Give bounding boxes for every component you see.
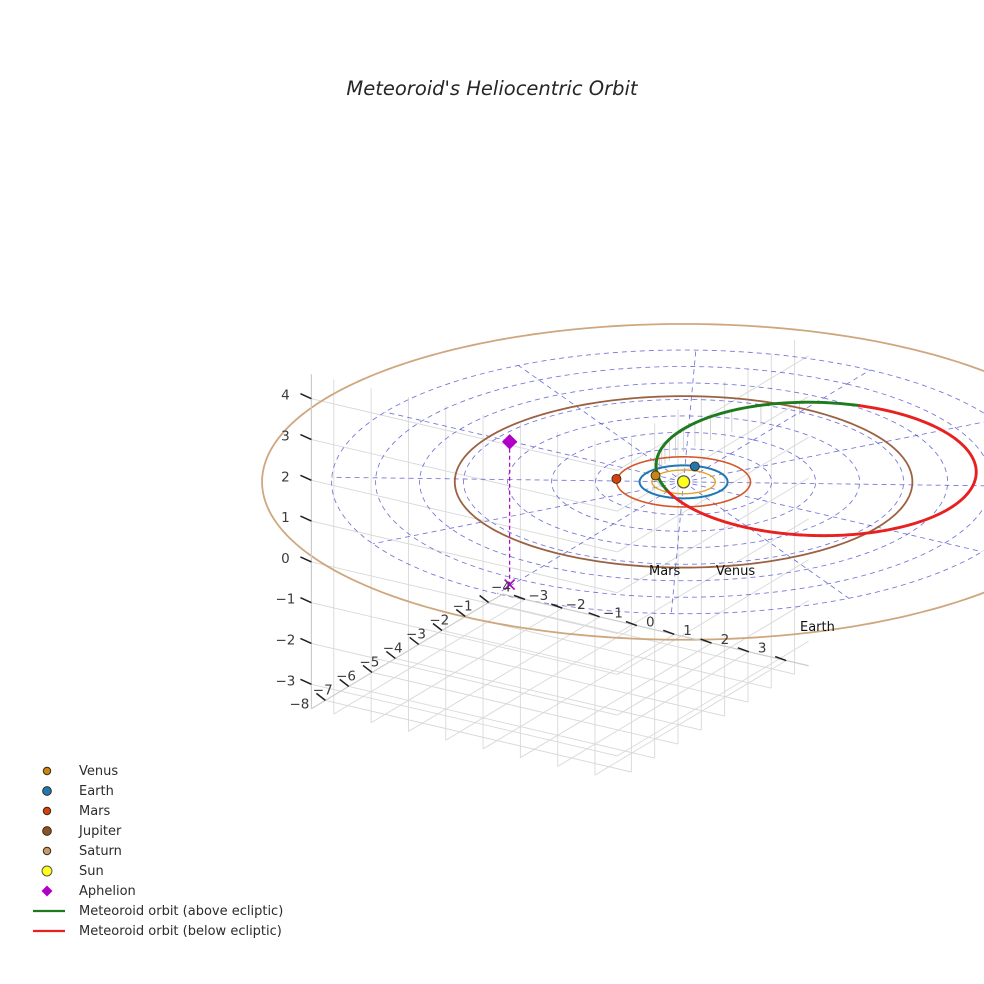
- legend-item-meteoroid-orbit-below-ecliptic[interactable]: Meteoroid orbit (below ecliptic): [33, 924, 282, 939]
- legend-label: Aphelion: [79, 884, 136, 899]
- z-tick-label: 4: [281, 388, 290, 404]
- legend-item-aphelion[interactable]: Aphelion: [41, 884, 136, 899]
- planet-annotations: Mars Venus Earth: [649, 564, 835, 635]
- legend-label: Meteoroid orbit (above ecliptic): [79, 904, 283, 919]
- legend-label: Sun: [79, 864, 104, 879]
- legend-label: Saturn: [79, 844, 122, 859]
- legend-marker: [42, 786, 52, 796]
- x-tick-label: −3: [406, 626, 426, 642]
- page-title: Meteoroid's Heliocentric Orbit: [346, 77, 639, 100]
- jupiter-orbit: [453, 395, 914, 569]
- y-tick-label: −1: [603, 606, 623, 622]
- planet-annotation-mars: Mars: [649, 564, 681, 579]
- y-tick-label: 3: [758, 641, 767, 657]
- z-tick-label: 2: [281, 469, 290, 485]
- z-tick-label: −1: [275, 592, 295, 608]
- body-markers: [501, 434, 700, 591]
- legend-label: Mars: [79, 804, 111, 819]
- y-tick-label: 1: [683, 623, 692, 639]
- legend-label: Jupiter: [78, 824, 122, 839]
- legend-marker: [42, 846, 52, 856]
- planet-annotation-venus: Venus: [716, 564, 755, 579]
- axis-spines: [300, 374, 809, 710]
- z-tick-label: 1: [281, 510, 290, 526]
- legend-item-mars[interactable]: Mars: [42, 804, 111, 819]
- y-tick-label: 2: [721, 632, 730, 648]
- z-tick-label: −3: [275, 673, 295, 689]
- x-tick-label: −2: [429, 613, 449, 629]
- legend-marker: [41, 885, 53, 897]
- x-tick-label: −7: [313, 682, 333, 698]
- x-tick-label: −4: [383, 640, 403, 656]
- legend-item-meteoroid-orbit-above-ecliptic[interactable]: Meteoroid orbit (above ecliptic): [33, 904, 283, 919]
- legend-item-sun[interactable]: Sun: [41, 864, 104, 879]
- x-tick-label: −6: [336, 668, 356, 684]
- meteoroid-orbit: [654, 400, 978, 538]
- legend-label: Earth: [79, 784, 114, 799]
- legend-marker: [42, 766, 52, 776]
- axes-panes: [311, 339, 809, 776]
- x-tick-label: −8: [289, 696, 309, 712]
- z-tick-label: −2: [275, 632, 295, 648]
- legend: Venus Earth Mars Jupiter Saturn Sun Aphelion Me…: [33, 764, 283, 939]
- legend-item-jupiter[interactable]: Jupiter: [42, 824, 122, 839]
- legend-marker: [42, 806, 52, 816]
- legend-marker: [41, 865, 53, 877]
- legend-label: Meteoroid orbit (below ecliptic): [79, 924, 282, 939]
- x-tick-label: −1: [453, 599, 473, 615]
- y-tick-label: −2: [566, 597, 586, 613]
- legend-marker: [42, 826, 52, 836]
- legend-item-venus[interactable]: Venus: [42, 764, 118, 779]
- y-tick-label: 0: [646, 614, 655, 630]
- ecliptic-polar-grid: [331, 349, 984, 615]
- legend-item-earth[interactable]: Earth: [42, 784, 114, 799]
- z-tick-label: 0: [281, 551, 290, 567]
- legend-label: Venus: [79, 764, 118, 779]
- saturn-orbit: [261, 323, 984, 641]
- y-tick-label: −4: [491, 579, 511, 595]
- planet-annotation-earth: Earth: [800, 620, 835, 635]
- legend-item-saturn[interactable]: Saturn: [42, 844, 122, 859]
- x-tick-label: −5: [359, 654, 379, 670]
- y-tick-label: −3: [528, 588, 548, 604]
- z-tick-label: 3: [281, 429, 290, 445]
